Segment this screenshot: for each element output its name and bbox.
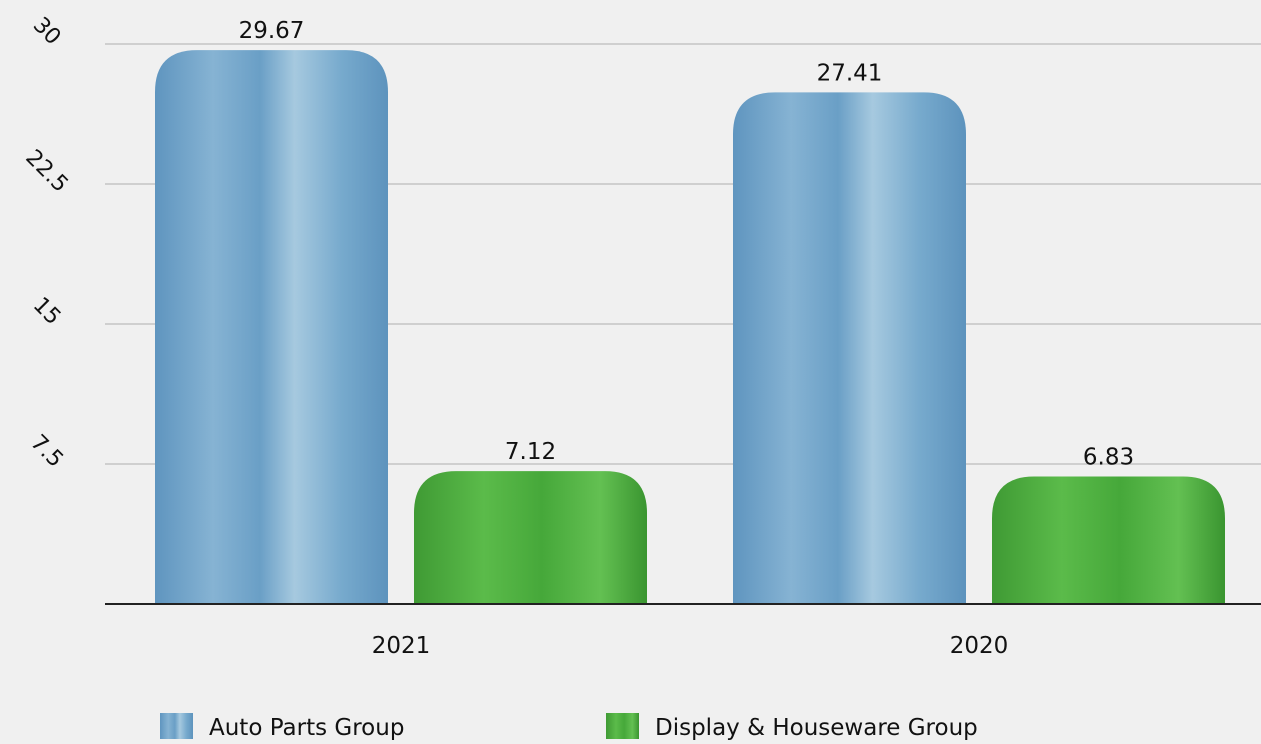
bar-display-houseware-2021 (414, 471, 647, 604)
y-tick-label: 7.5 (25, 430, 67, 472)
data-label: 7.12 (505, 439, 556, 465)
data-label: 29.67 (239, 18, 305, 44)
y-axis-labels: 7.5 15 22.5 30 (20, 13, 72, 473)
y-tick-label: 22.5 (20, 145, 72, 197)
x-axis-labels: 2021 2020 (372, 633, 1009, 659)
x-tick-label: 2020 (950, 633, 1009, 659)
x-tick-label: 2021 (372, 633, 431, 659)
legend: Auto Parts Group Display & Houseware Grou… (160, 713, 978, 741)
bar-display-houseware-2020 (992, 476, 1225, 604)
y-tick-label: 30 (28, 13, 65, 50)
y-tick-label: 15 (28, 293, 65, 330)
data-label: 6.83 (1083, 445, 1134, 471)
bar-auto-parts-2020 (733, 92, 966, 604)
bar-auto-parts-2021 (155, 50, 388, 605)
data-labels: 29.67 7.12 27.41 6.83 (239, 18, 1135, 470)
legend-swatch (606, 713, 639, 739)
legend-swatch (160, 713, 193, 739)
bars (155, 50, 1225, 605)
legend-label: Auto Parts Group (209, 715, 404, 741)
data-label: 27.41 (817, 60, 883, 86)
legend-label: Display & Houseware Group (655, 715, 978, 741)
